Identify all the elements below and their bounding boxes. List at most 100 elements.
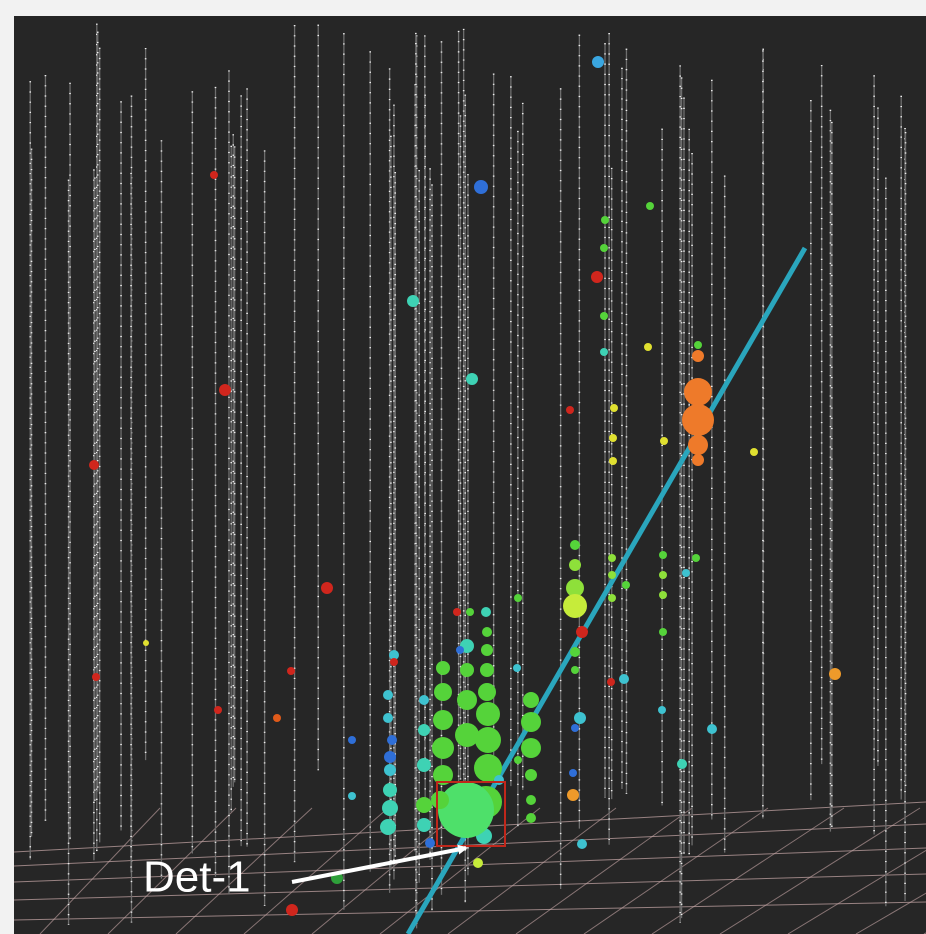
hit: [89, 460, 99, 470]
hit: [563, 594, 587, 618]
hit: [436, 661, 450, 675]
hit: [677, 759, 687, 769]
hit: [750, 448, 758, 456]
hit: [571, 724, 579, 732]
hit: [390, 658, 398, 666]
hit: [608, 571, 616, 579]
hit: [570, 647, 580, 657]
hit: [480, 663, 494, 677]
hit: [456, 646, 464, 654]
hit: [694, 341, 702, 349]
hit: [455, 723, 479, 747]
hit: [609, 457, 617, 465]
hit: [434, 683, 452, 701]
hit: [608, 554, 616, 562]
hit: [570, 540, 580, 550]
hit: [473, 858, 483, 868]
hit: [829, 668, 841, 680]
hit: [644, 343, 652, 351]
hit: [460, 663, 474, 677]
hit: [478, 683, 496, 701]
hit: [382, 800, 398, 816]
hit: [273, 714, 281, 722]
hit: [466, 373, 478, 385]
hit: [525, 769, 537, 781]
hit: [659, 591, 667, 599]
hit: [600, 312, 608, 320]
hit: [692, 454, 704, 466]
hit: [494, 775, 504, 785]
hit: [287, 667, 295, 675]
hit: [523, 692, 539, 708]
hit: [682, 569, 690, 577]
hit: [574, 712, 586, 724]
hit: [418, 724, 430, 736]
annotation-label: Det-1: [143, 853, 251, 902]
hit: [92, 673, 100, 681]
hit: [688, 435, 708, 455]
hit: [684, 378, 712, 406]
hit: [569, 769, 577, 777]
hit: [619, 674, 629, 684]
hit: [143, 640, 149, 646]
hit: [383, 713, 393, 723]
hit: [592, 56, 604, 68]
hit: [514, 756, 522, 764]
hit: [692, 350, 704, 362]
event-display: Det-1: [0, 0, 926, 934]
hit: [348, 736, 356, 744]
hit: [513, 664, 521, 672]
hit: [286, 904, 298, 916]
hit: [425, 838, 435, 848]
hit: [383, 783, 397, 797]
hit: [682, 404, 714, 436]
hit: [482, 627, 492, 637]
hit: [433, 710, 453, 730]
hit: [521, 712, 541, 732]
hit: [526, 813, 536, 823]
hit: [387, 735, 397, 745]
hit: [431, 791, 449, 809]
hit: [466, 608, 474, 616]
hit: [659, 551, 667, 559]
hit: [457, 690, 477, 710]
hit: [600, 244, 608, 252]
hit: [417, 758, 431, 772]
hit: [416, 797, 432, 813]
hit: [591, 271, 603, 283]
hit: [219, 384, 231, 396]
hit: [417, 818, 431, 832]
hit: [476, 702, 500, 726]
hit: [660, 437, 668, 445]
page: {"annotation": {"label": "Det-1"}} Det-1…: [0, 0, 926, 934]
hit: [610, 404, 618, 412]
hit: [514, 594, 522, 602]
hit: [608, 594, 616, 602]
hit: [348, 792, 356, 800]
hit: [692, 554, 700, 562]
hit: [383, 690, 393, 700]
hit: [707, 724, 717, 734]
hit: [526, 795, 536, 805]
hit: [407, 295, 419, 307]
hit: [571, 666, 579, 674]
hit: [577, 839, 587, 849]
hit: [569, 559, 581, 571]
hit: [384, 764, 396, 776]
hit: [659, 571, 667, 579]
hit: [609, 434, 617, 442]
hit: [210, 171, 218, 179]
hit: [521, 738, 541, 758]
hit: [481, 644, 493, 656]
hit: [481, 607, 491, 617]
hit: [475, 727, 501, 753]
hit: [659, 628, 667, 636]
hit: [600, 348, 608, 356]
hit: [658, 706, 666, 714]
hit: [601, 216, 609, 224]
hit: [380, 819, 396, 835]
hit: [321, 582, 333, 594]
hit: [384, 751, 396, 763]
hit: [438, 782, 494, 838]
hit: [622, 581, 630, 589]
